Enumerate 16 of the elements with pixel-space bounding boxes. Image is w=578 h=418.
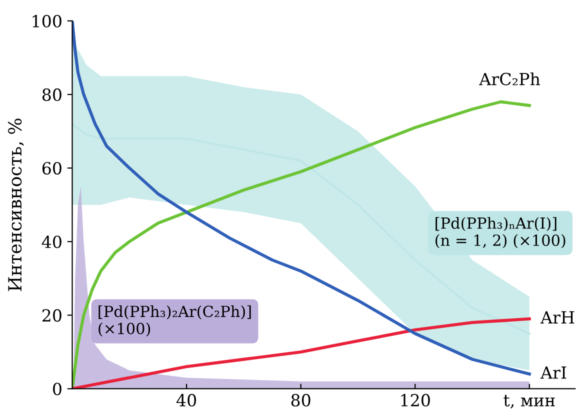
y-tick-label: 60 xyxy=(42,162,62,175)
series-label: ArH xyxy=(540,311,574,324)
y-tick-label: 100 xyxy=(32,14,62,28)
series-label: ArI xyxy=(540,366,566,379)
y-tick-label: 80 xyxy=(42,88,62,102)
y-tick-label: 40 xyxy=(42,236,62,248)
y-tick-label: 0 xyxy=(53,382,62,396)
series-label: ArC₂Ph xyxy=(479,72,540,86)
x-tick-label: 80 xyxy=(291,394,310,406)
y-tick-label: 20 xyxy=(42,309,62,322)
series-label: [Pd(PPh₃)ₙAr(I)] (n = 1, 2) (×100) xyxy=(436,217,566,248)
x-tick-label: t, мин xyxy=(504,394,555,409)
y-axis-title: Интенсивность, % xyxy=(8,118,24,291)
x-tick-label: 120 xyxy=(401,394,430,406)
x-tick-label: 40 xyxy=(176,394,196,406)
series-label: [Pd(PPh₃)₂Ar(C₂Ph)] (×100) xyxy=(98,305,251,336)
